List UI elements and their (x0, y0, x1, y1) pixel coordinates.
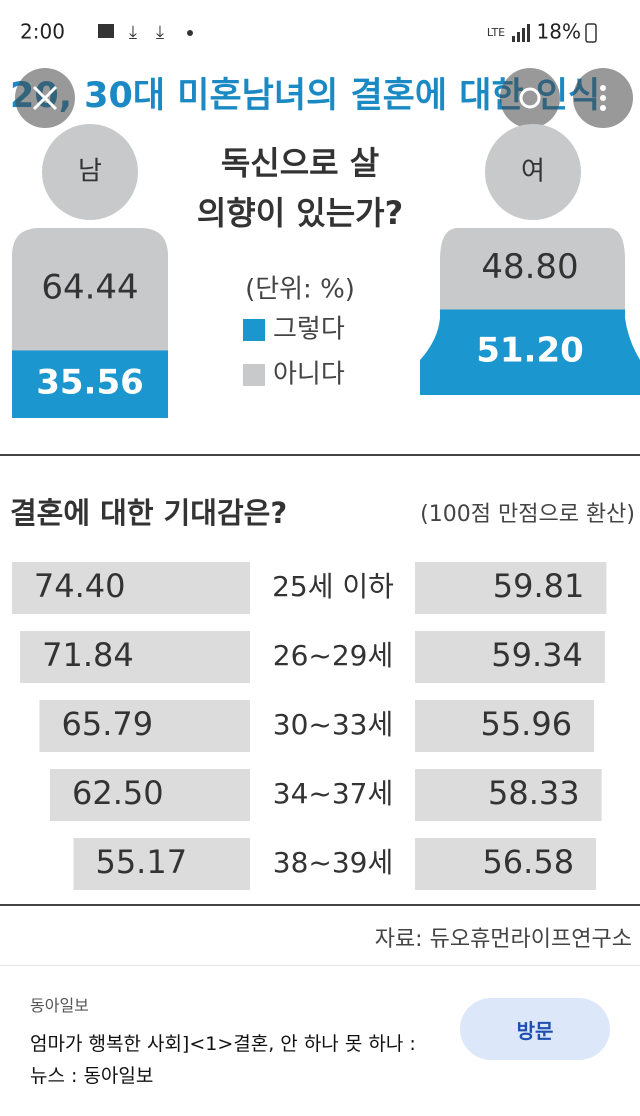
unit-label: (단위: %) (245, 275, 355, 305)
male-value: 74.40 (34, 567, 126, 605)
male-bar (11, 562, 251, 614)
age-label: 30~33세 (273, 708, 393, 741)
female-value: 55.96 (480, 705, 572, 743)
section-heading: 결혼에 대한 기대감은? (10, 496, 287, 530)
lens-icon (519, 87, 541, 109)
dot-icon (187, 30, 193, 36)
male-bar (39, 700, 250, 752)
more-icon (600, 85, 606, 111)
publisher: 동아일보 (30, 996, 89, 1015)
question-line: 독신으로 살 (221, 144, 379, 182)
female-bar (415, 769, 602, 821)
age-label: 38~39세 (273, 846, 393, 879)
section-note: (100점 만점으로 환산) (420, 502, 635, 527)
question-line: 의향이 있는가? (197, 194, 403, 232)
headline[interactable]: 엄마가 행복한 사회]<1>결혼, 안 하나 못 하나 : 뉴스 : 동아일보 (30, 1033, 416, 1087)
female-bar (415, 700, 595, 752)
status-network: LTE (487, 26, 505, 39)
legend-label: 그렇다 (273, 315, 345, 345)
female-value: 56.58 (482, 843, 574, 881)
male-bar (50, 769, 250, 821)
male-bar (73, 838, 251, 890)
male-label: 남 (78, 157, 102, 187)
yes-value: 35.56 (36, 363, 144, 403)
no-value: 48.80 (481, 247, 578, 287)
female-bar (415, 562, 607, 614)
gallery-icon (98, 24, 114, 38)
female-value: 58.33 (488, 774, 580, 812)
yes-share (12, 350, 168, 418)
female-bar (415, 838, 597, 890)
battery-icon (585, 23, 597, 43)
male-value: 65.79 (61, 705, 153, 743)
age-label: 25세 이하 (272, 570, 394, 603)
lens-button[interactable] (500, 68, 560, 128)
legend-swatch (243, 319, 265, 341)
female-value: 59.34 (491, 636, 583, 674)
no-share (420, 228, 640, 310)
no-value: 64.44 (41, 268, 138, 308)
legend-label: 아니다 (273, 360, 345, 390)
male-value: 71.84 (42, 636, 134, 674)
male-value: 62.50 (72, 774, 164, 812)
age-label: 26~29세 (273, 639, 393, 672)
female-label: 여 (521, 157, 545, 187)
status-time: 2:00 (20, 20, 65, 44)
yes-share (420, 309, 640, 395)
male-bar (20, 631, 250, 683)
download-icon: ⤓ (129, 22, 137, 43)
close-icon (32, 85, 58, 111)
legend-swatch (243, 364, 265, 386)
signal-icon (512, 24, 530, 42)
age-label: 34~37세 (273, 777, 393, 810)
visit-label: 방문 (516, 1018, 554, 1043)
female-bar (415, 631, 605, 683)
download-icon: ⤓ (156, 22, 164, 43)
male-head (42, 124, 138, 220)
yes-value: 51.20 (476, 331, 584, 371)
status-battery: 18% (537, 20, 581, 44)
female-value: 59.81 (493, 567, 585, 605)
result-card: 동아일보 엄마가 행복한 사회]<1>결혼, 안 하나 못 하나 : 뉴스 : … (0, 965, 640, 1116)
source: 자료: 듀오휴먼라이프연구소 (375, 927, 632, 952)
female-head (485, 124, 581, 220)
male-value: 55.17 (95, 843, 187, 881)
screen: 2:00 ⤓ ⤓ LTE 18% 20, 30대 미혼남녀의 결혼에 대한 인식… (0, 20, 640, 952)
no-share (12, 228, 168, 351)
visit-button[interactable]: 방문 (460, 998, 610, 1060)
